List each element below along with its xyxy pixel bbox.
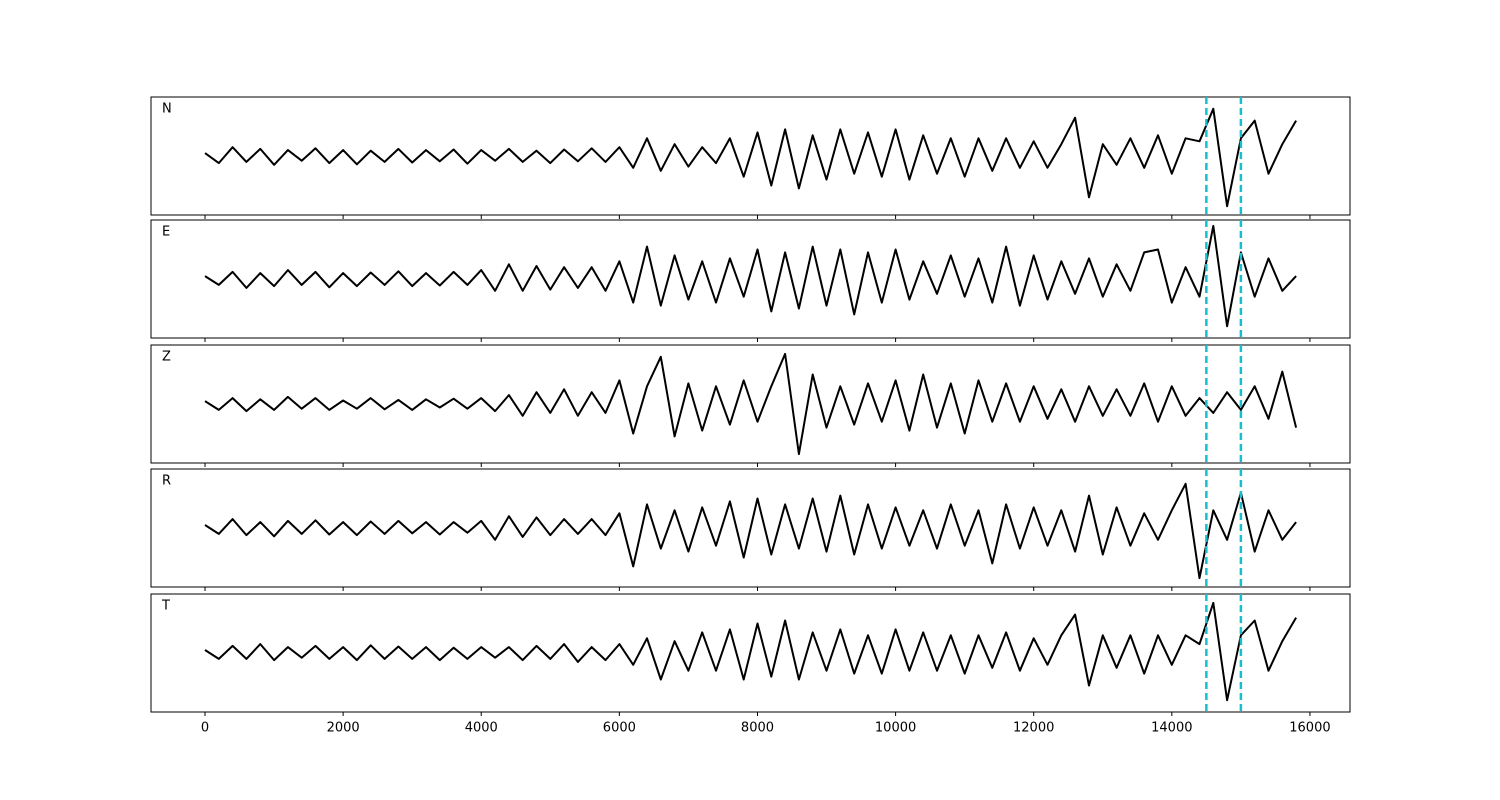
x-tick-label: 4000 bbox=[465, 721, 498, 736]
panel-frame bbox=[150, 468, 1351, 588]
panel-frame bbox=[150, 96, 1351, 216]
x-tick-label: 6000 bbox=[603, 721, 636, 736]
x-tick-label: 16000 bbox=[1289, 721, 1330, 736]
panel-frame bbox=[150, 219, 1351, 339]
x-tick-label: 14000 bbox=[1151, 721, 1192, 736]
trace bbox=[204, 601, 1297, 702]
panel-label: Z bbox=[162, 350, 171, 365]
panel-label: N bbox=[162, 102, 172, 117]
panel-label: E bbox=[162, 225, 170, 240]
x-tick-label: 12000 bbox=[1013, 721, 1054, 736]
x-tick-label: 0 bbox=[201, 721, 209, 736]
trace bbox=[204, 352, 1298, 456]
trace bbox=[204, 224, 1297, 328]
x-tick-label: 2000 bbox=[327, 721, 360, 736]
x-tick-label: 8000 bbox=[741, 721, 774, 736]
panel-frame bbox=[150, 593, 1351, 713]
panel-label: T bbox=[161, 599, 170, 614]
x-tick-label: 10000 bbox=[875, 721, 916, 736]
trace bbox=[204, 482, 1297, 580]
trace bbox=[204, 107, 1297, 208]
panel-frame bbox=[150, 344, 1351, 464]
panel-label: R bbox=[162, 474, 171, 489]
